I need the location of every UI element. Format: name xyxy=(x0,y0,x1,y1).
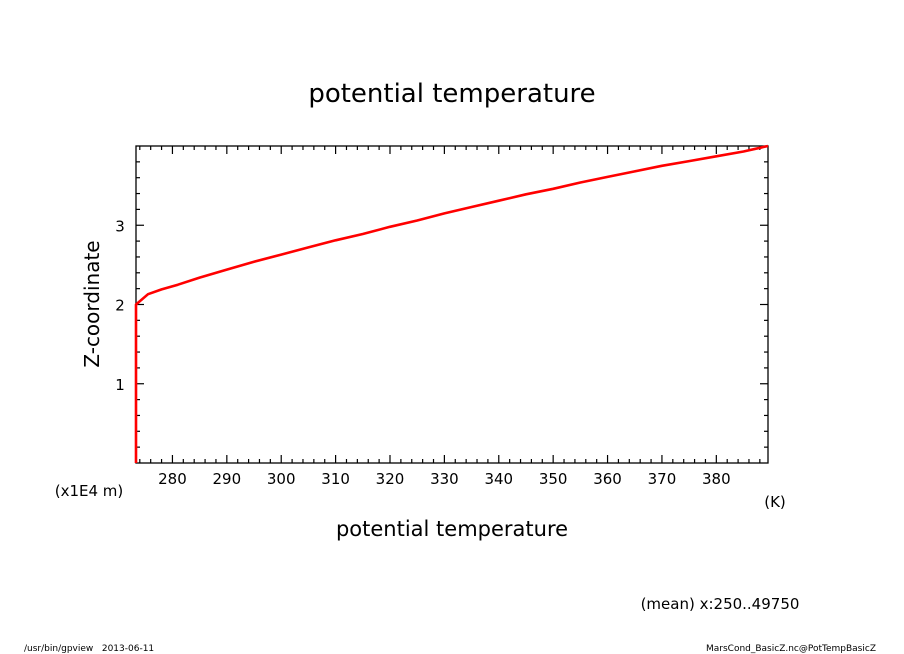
x-tick-label: 340 xyxy=(484,470,513,488)
footer-right: MarsCond_BasicZ.nc@PotTempBasicZ xyxy=(706,644,876,654)
x-tick-label: 330 xyxy=(430,470,459,488)
x-tick-label: 300 xyxy=(267,470,296,488)
x-tick-label: 380 xyxy=(702,470,731,488)
x-tick-label: 370 xyxy=(648,470,677,488)
y-axis-label: Z-coordinate xyxy=(80,240,104,367)
x-tick-label: 360 xyxy=(593,470,622,488)
x-tick-label: 350 xyxy=(539,470,568,488)
footer-left: /usr/bin/gpview 2013-06-11 xyxy=(24,644,154,654)
x-tick-label: 310 xyxy=(321,470,350,488)
x-axis-unit: (K) xyxy=(764,493,786,511)
plot-frame xyxy=(135,145,769,464)
y-tick-label: 2 xyxy=(115,297,125,315)
axis-ticks xyxy=(136,146,768,463)
x-tick-labels: 280 290 300 310 320 330 340 350 360 370 380 xyxy=(158,470,731,488)
series-line-potential-temperature xyxy=(134,144,769,463)
y-axis-unit: (x1E4 m) xyxy=(55,482,124,500)
y-tick-label: 1 xyxy=(115,376,125,394)
y-tick-label: 3 xyxy=(115,217,125,235)
chart-title: potential temperature xyxy=(308,79,595,109)
mean-annotation: (mean) x:250..49750 xyxy=(641,595,800,613)
y-tick-labels: 1 2 3 xyxy=(115,217,125,394)
x-tick-label: 320 xyxy=(376,470,405,488)
x-axis-label: potential temperature xyxy=(336,517,568,541)
x-tick-label: 290 xyxy=(213,470,242,488)
x-tick-label: 280 xyxy=(158,470,187,488)
